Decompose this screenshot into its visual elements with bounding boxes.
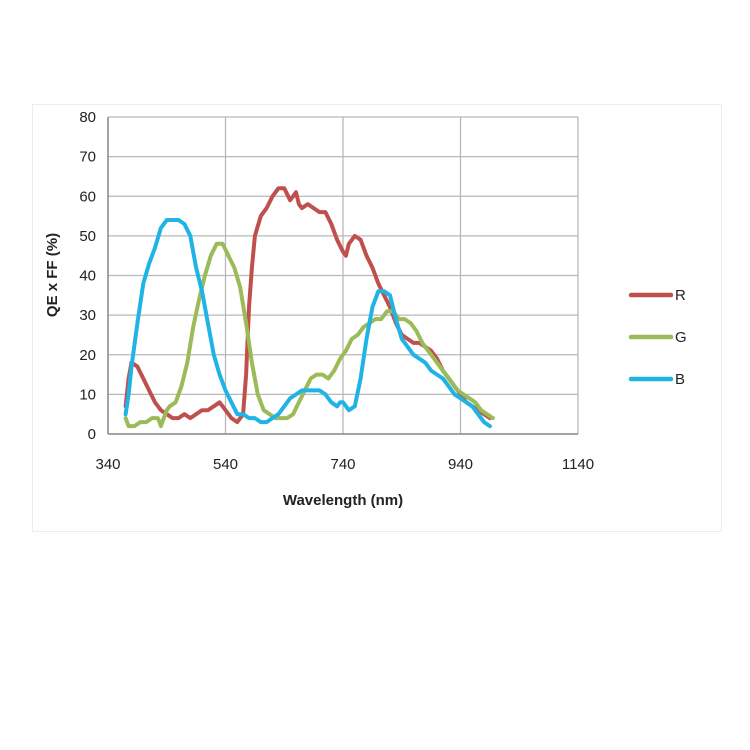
y-tick-label: 40 bbox=[79, 268, 96, 285]
y-tick-label: 70 bbox=[79, 149, 96, 166]
y-tick-label: 0 bbox=[88, 426, 96, 443]
series-line-b bbox=[123, 218, 492, 429]
legend: R G B bbox=[628, 287, 687, 388]
y-axis-title: QE x FF (%) bbox=[44, 233, 61, 317]
series-line-g bbox=[123, 241, 495, 429]
y-tick-label: 20 bbox=[79, 347, 96, 364]
y-tick-label: 30 bbox=[79, 307, 96, 324]
x-tick-label: 340 bbox=[95, 456, 120, 473]
qe-chart: 0 10 20 30 40 50 60 70 80 340 540 740 940 1140 Wavele… bbox=[44, 109, 687, 509]
y-tick-label: 80 bbox=[79, 109, 96, 126]
series bbox=[123, 186, 495, 429]
legend-label-g: G bbox=[675, 329, 687, 346]
y-tick-label: 50 bbox=[79, 228, 96, 245]
x-tick-label: 540 bbox=[213, 456, 238, 473]
x-tick-label: 940 bbox=[448, 456, 473, 473]
legend-label-r: R bbox=[675, 287, 686, 304]
legend-label-b: B bbox=[675, 371, 685, 388]
tick-labels: 0 10 20 30 40 50 60 70 80 340 540 740 940 1140 bbox=[79, 109, 594, 473]
x-tick-label: 1140 bbox=[562, 456, 594, 473]
x-tick-label: 740 bbox=[330, 456, 355, 473]
axes bbox=[107, 117, 578, 435]
y-tick-label: 60 bbox=[79, 188, 96, 205]
y-tick-label: 10 bbox=[79, 386, 96, 403]
chart-panel: 0 10 20 30 40 50 60 70 80 340 540 740 940 1140 Wavele… bbox=[32, 104, 722, 532]
x-axis-title: Wavelength (nm) bbox=[283, 492, 403, 509]
